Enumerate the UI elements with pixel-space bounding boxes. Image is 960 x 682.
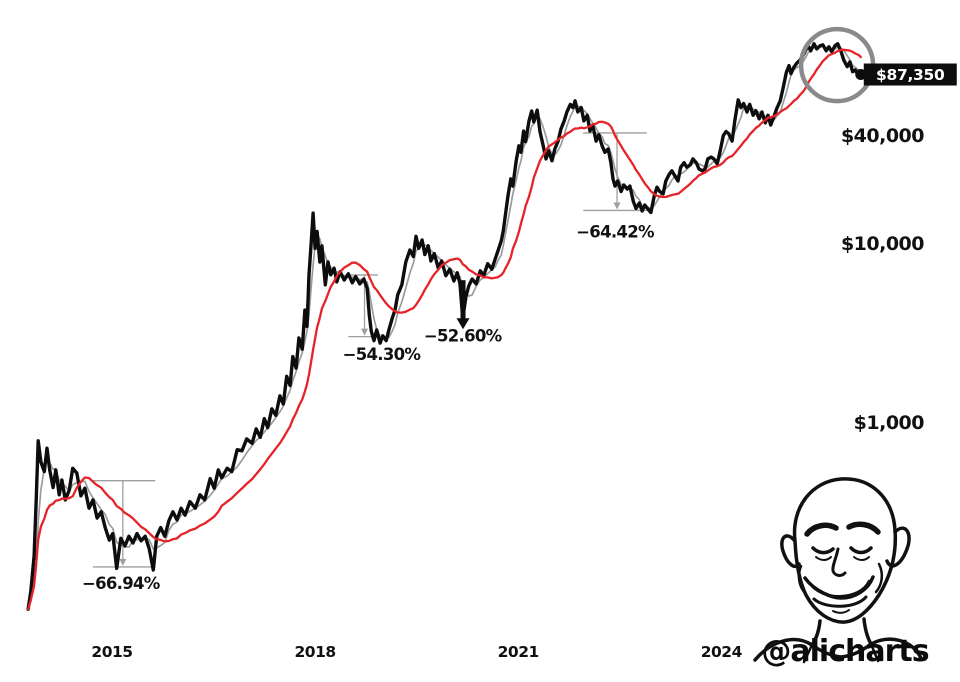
portrait-right-eye (849, 546, 873, 555)
x-tick-label: 2024 (701, 643, 743, 661)
y-tick-label: $40,000 (841, 125, 924, 147)
portrait-collar-fold-left (802, 643, 814, 664)
drawdown-label: −54.30% (343, 345, 422, 364)
portrait-left-ear (780, 534, 801, 569)
drawdown-label: −64.42% (576, 222, 655, 241)
portrait-neck-right (862, 617, 873, 646)
y-axis-labels: $40,000 $10,000 $1,000 (841, 125, 925, 434)
drawdown-arrowhead-icon (361, 328, 369, 336)
portrait-left-smile-crease (797, 564, 807, 595)
portrait-collar (810, 642, 873, 659)
drawdown-arrowhead-icon (613, 202, 621, 210)
portrait-left-eye (811, 546, 835, 555)
drawdown-arrowhead-icon (456, 318, 470, 330)
portrait-chin-crease (832, 609, 850, 614)
portrait-smile-lower-lip (812, 595, 868, 608)
slow-ma-line (26, 48, 862, 611)
x-tick-label: 2015 (91, 643, 132, 661)
drawdown-label: −66.94% (82, 574, 161, 593)
y-tick-label: $1,000 (854, 412, 925, 434)
portrait-nose (831, 547, 847, 577)
portrait-head (792, 477, 898, 624)
drawdown-annotations: −66.94% −54.30%−52.60% −64.42% (82, 132, 656, 593)
artist-portrait (753, 477, 923, 664)
last-price-callout-box (863, 63, 957, 86)
x-tick-label: 2018 (295, 643, 336, 661)
last-price-callout: $87,350 (863, 63, 957, 86)
portrait-left-eyebrow (804, 522, 839, 537)
artist-watermark: @alicharts (753, 477, 930, 669)
y-tick-label: $10,000 (841, 233, 924, 255)
last-price-callout-text: $87,350 (876, 66, 945, 84)
topping-highlight-circle (798, 26, 876, 104)
artist-handle: @alicharts (761, 634, 928, 669)
x-axis-labels: 2015 2018 2021 2024 (91, 643, 743, 661)
last-price-dot (855, 69, 867, 81)
portrait-right-smile-crease (874, 562, 884, 594)
portrait-right-ear (885, 526, 911, 568)
drawdown-arrowhead-icon (119, 558, 127, 566)
drawdown-annotation: −54.30% (343, 274, 422, 364)
portrait-collar-fold-right (869, 642, 880, 663)
portrait-neck-left (810, 619, 822, 647)
portrait-right-eyebrow (846, 521, 881, 535)
portrait-right-eye-crease (853, 556, 870, 561)
portrait-smile-teeth (808, 579, 871, 598)
price-series-line (26, 42, 863, 611)
portrait-left-eye-crease (815, 556, 832, 561)
portrait-right-shoulder (869, 637, 923, 660)
drawdown-label: −52.60% (424, 326, 503, 345)
drawdown-annotation: −66.94% (82, 480, 161, 593)
portrait-left-shoulder (753, 637, 814, 662)
x-tick-label: 2021 (498, 643, 539, 661)
